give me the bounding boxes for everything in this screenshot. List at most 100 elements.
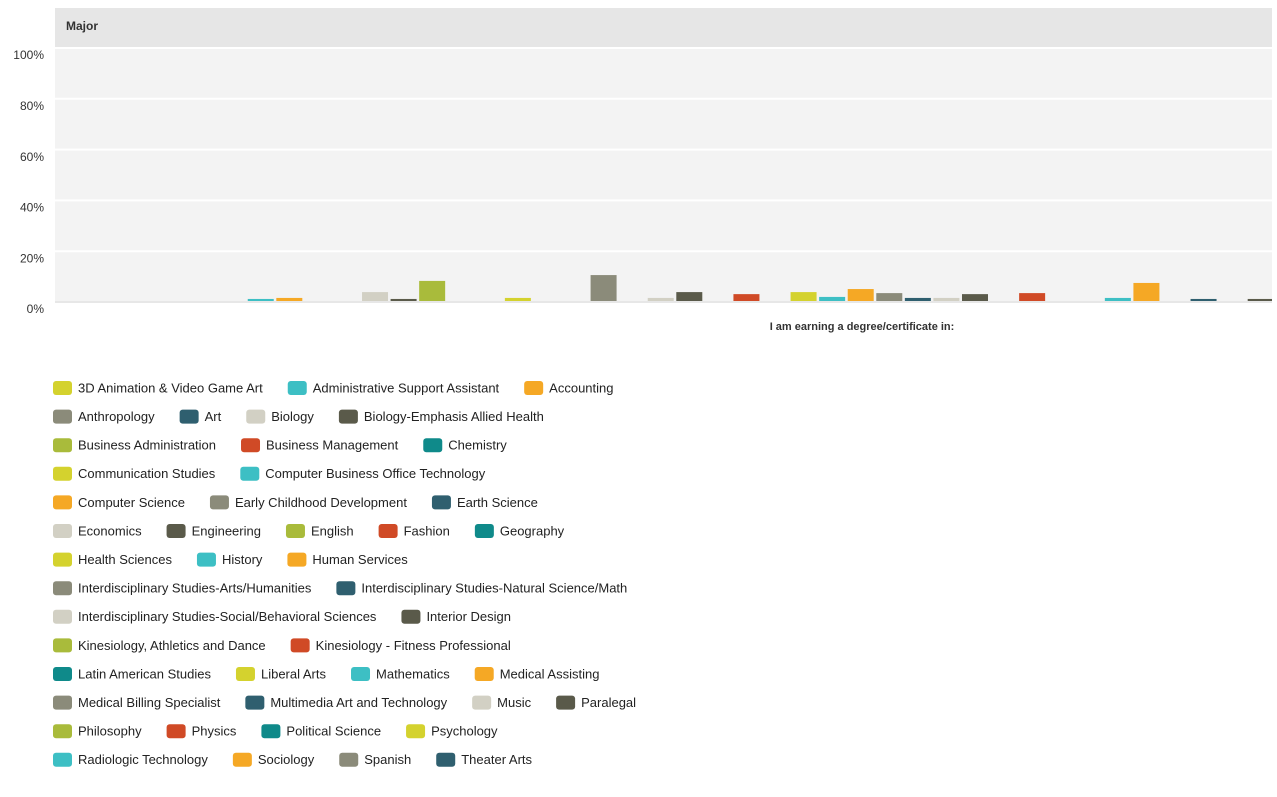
legend-label: Psychology xyxy=(431,724,498,739)
legend-swatch xyxy=(338,409,358,424)
plot-area xyxy=(55,48,1272,302)
bar xyxy=(904,297,931,302)
legend-label: Geography xyxy=(500,523,565,538)
legend-label: Engineering xyxy=(192,523,261,538)
bar xyxy=(790,292,817,302)
y-tick-label: 100% xyxy=(13,48,44,62)
legend-label: Biology xyxy=(271,409,314,424)
legend-swatch xyxy=(474,667,494,681)
bar xyxy=(590,275,617,302)
legend-swatch xyxy=(556,695,576,710)
y-tick-label: 80% xyxy=(20,99,44,113)
legend-swatch xyxy=(423,438,443,453)
legend-label: Health Sciences xyxy=(78,552,172,567)
legend-label: Business Administration xyxy=(78,438,216,453)
bar xyxy=(390,298,417,302)
bar xyxy=(1133,282,1160,302)
legend-swatch xyxy=(431,495,451,510)
legend-label: Computer Science xyxy=(78,495,185,510)
y-tick-label: 20% xyxy=(20,251,44,265)
bar xyxy=(676,292,703,302)
legend-label: Communication Studies xyxy=(78,466,216,481)
legend-swatch xyxy=(287,381,307,395)
legend-swatch xyxy=(285,524,305,538)
legend-label: Interdisciplinary Studies-Natural Scienc… xyxy=(361,581,627,596)
legend-swatch xyxy=(53,552,72,567)
bar xyxy=(933,297,960,302)
bar xyxy=(733,294,760,302)
x-axis-label: I am earning a degree/certificate in: xyxy=(770,321,955,333)
legend-label: Anthropology xyxy=(78,409,155,424)
legend-label: Theater Arts xyxy=(461,752,532,767)
legend-swatch xyxy=(246,409,266,424)
legend-swatch xyxy=(53,495,72,510)
legend-label: Spanish xyxy=(364,752,411,767)
bar xyxy=(419,280,446,302)
legend-swatch xyxy=(339,752,359,767)
legend-label: Sociology xyxy=(258,752,315,767)
legend-label: Kinesiology, Athletics and Dance xyxy=(78,638,266,653)
legend-swatch xyxy=(53,524,72,538)
legend-label: Art xyxy=(205,409,222,424)
legend-swatch xyxy=(53,695,72,710)
legend-swatch xyxy=(53,381,72,395)
legend-label: Liberal Arts xyxy=(261,666,327,681)
legend-swatch xyxy=(261,724,281,739)
legend-label: Paralegal xyxy=(581,695,636,710)
legend-label: Multimedia Art and Technology xyxy=(270,695,447,710)
legend-swatch xyxy=(53,466,72,481)
legend-label: Music xyxy=(497,695,531,710)
legend-label: Early Childhood Development xyxy=(235,495,407,510)
bar xyxy=(961,294,988,302)
legend-label: Administrative Support Assistant xyxy=(313,380,500,395)
legend-swatch xyxy=(53,438,72,453)
header-band xyxy=(55,8,1272,48)
legend-swatch xyxy=(166,524,186,538)
legend-label: Biology-Emphasis Allied Health xyxy=(364,409,544,424)
legend-label: Interdisciplinary Studies-Social/Behavio… xyxy=(78,609,377,624)
legend-label: Business Management xyxy=(266,438,399,453)
legend-label: Mathematics xyxy=(376,666,450,681)
legend-swatch xyxy=(474,524,494,538)
bar xyxy=(647,297,674,302)
legend-label: Latin American Studies xyxy=(78,666,211,681)
legend-swatch xyxy=(401,609,421,624)
bar xyxy=(1019,293,1046,302)
legend-label: Physics xyxy=(192,724,237,739)
bar xyxy=(876,293,903,302)
legend-label: Medical Assisting xyxy=(500,666,600,681)
legend-swatch xyxy=(240,466,260,481)
legend-swatch xyxy=(235,667,255,681)
legend-label: Philosophy xyxy=(78,724,142,739)
bar xyxy=(276,297,303,302)
legend-swatch xyxy=(53,724,72,739)
legend-label: Kinesiology - Fitness Professional xyxy=(316,638,511,653)
legend-label: Radiologic Technology xyxy=(78,752,208,767)
legend-label: Earth Science xyxy=(457,495,538,510)
legend-swatch xyxy=(406,724,426,739)
legend-swatch xyxy=(53,638,72,653)
legend-swatch xyxy=(351,667,371,681)
chart-title: Major xyxy=(66,19,98,33)
legend-swatch xyxy=(436,752,456,767)
y-tick-label: 40% xyxy=(20,201,44,215)
legend-label: Chemistry xyxy=(448,438,507,453)
legend-label: Political Science xyxy=(286,724,381,739)
legend-swatch xyxy=(232,752,252,767)
legend-swatch xyxy=(378,524,398,538)
legend-label: Fashion xyxy=(404,523,450,538)
legend-label: Interdisciplinary Studies-Arts/Humanitie… xyxy=(78,581,312,596)
legend-label: 3D Animation & Video Game Art xyxy=(78,380,263,395)
legend-label: Human Services xyxy=(312,552,408,567)
legend-label: Medical Billing Specialist xyxy=(78,695,221,710)
legend-swatch xyxy=(524,381,544,395)
legend-swatch xyxy=(53,409,72,424)
legend-label: English xyxy=(311,523,354,538)
legend-swatch xyxy=(53,752,72,767)
legend-swatch xyxy=(241,438,261,453)
legend-swatch xyxy=(196,552,216,567)
legend-swatch xyxy=(287,552,307,567)
legend-label: Economics xyxy=(78,523,142,538)
